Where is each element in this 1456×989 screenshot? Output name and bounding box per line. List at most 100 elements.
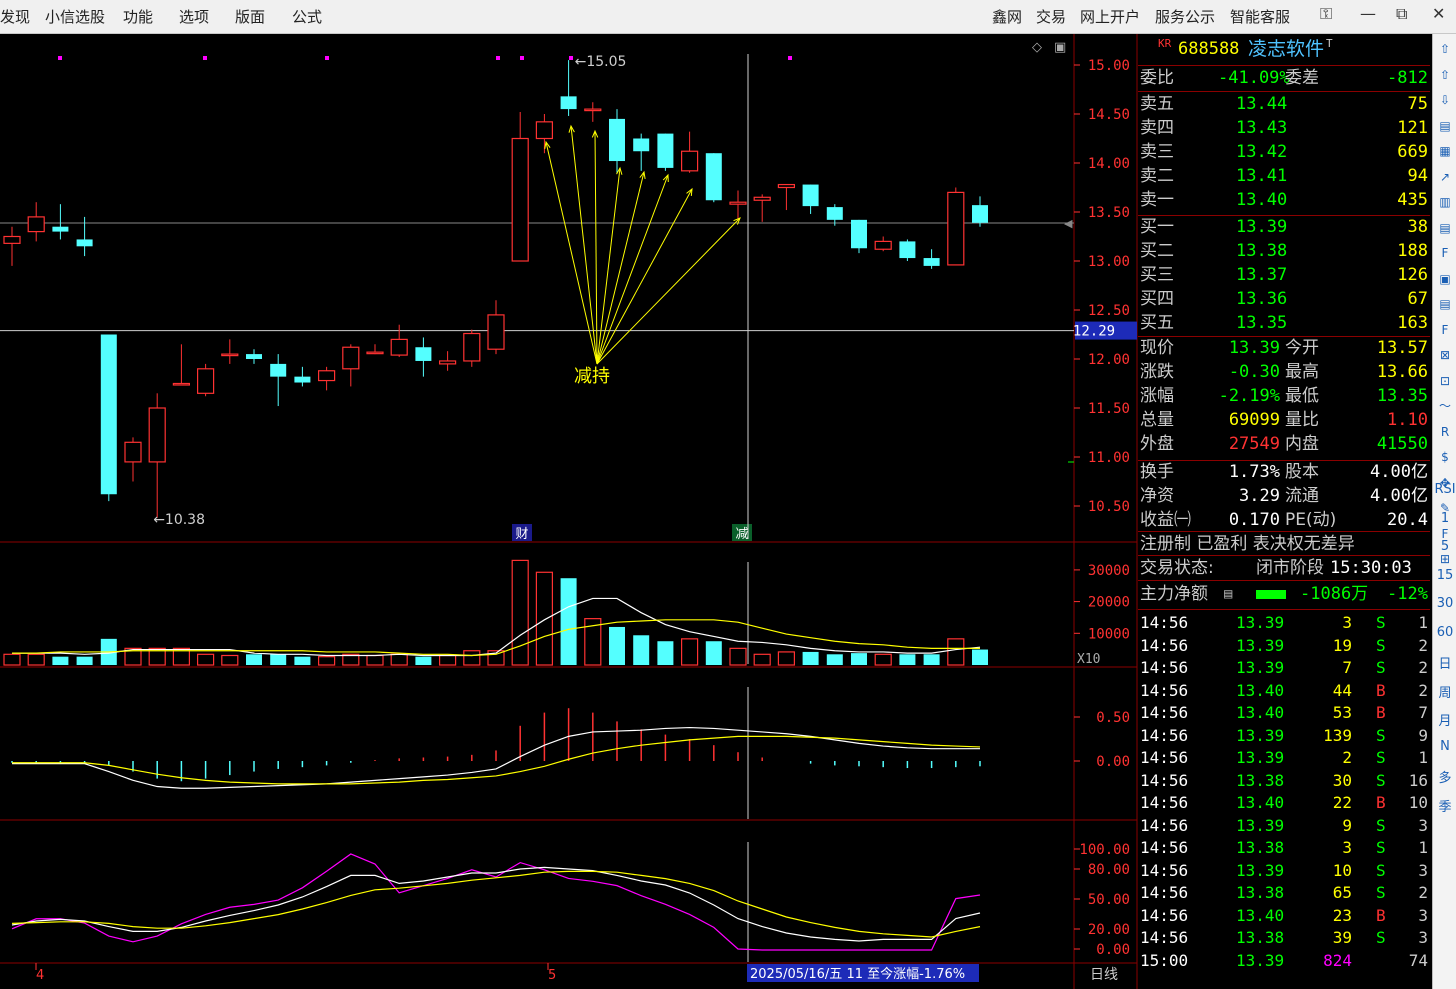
period-button-0[interactable]: RSI [1434, 482, 1456, 497]
menu-item-layout[interactable]: 版面 [235, 8, 266, 26]
annotation-arrowhead [733, 217, 741, 225]
period-button-11[interactable]: 季 [1438, 799, 1452, 815]
menu-item-options[interactable]: 选项 [179, 8, 210, 26]
flag-icon[interactable]: F [1441, 322, 1449, 337]
rsi-icon[interactable]: R [1440, 424, 1450, 439]
period-button-9[interactable]: N [1440, 738, 1450, 754]
wave-icon[interactable]: 〜 [1438, 399, 1451, 413]
up-icon[interactable]: ⇧ [1439, 67, 1451, 82]
bid-volume: 67 [1407, 289, 1428, 309]
ask-label: 卖一 [1140, 190, 1174, 210]
candle-body [680, 150, 699, 172]
tick-time: 14:56 [1140, 815, 1189, 835]
period-button-10[interactable]: 多 [1438, 771, 1452, 786]
tick-count: 1 [1418, 838, 1428, 857]
menu-item-open-account[interactable]: 网上开户 [1080, 8, 1141, 26]
tick-row: 14:56 13.40 23 B 3 [1138, 905, 1430, 927]
chip-icon[interactable]: ▤ [1439, 297, 1451, 311]
up-arrow-icon[interactable]: ⇧ [1439, 42, 1451, 56]
tick-price: 13.38 [1236, 928, 1285, 947]
chart-icon[interactable]: ⊡ [1439, 373, 1451, 388]
period-button-8[interactable]: 月 [1438, 714, 1452, 729]
list-icon[interactable]: ▤ [1439, 220, 1451, 235]
shirt-icon[interactable]: ⚿ [1320, 4, 1333, 23]
down-icon[interactable]: ⇩ [1439, 93, 1451, 107]
menu-item-service[interactable]: 服务公示 [1155, 8, 1216, 26]
f5-icon[interactable]: F [1441, 526, 1449, 541]
date-label: 4 [36, 968, 44, 983]
status-label: 交易状态: [1140, 558, 1214, 578]
trend-icon[interactable]: ↗ [1439, 169, 1451, 184]
stat-value: 4.00亿 [1370, 462, 1428, 482]
panel-separator [1138, 531, 1430, 532]
menu-item-discover[interactable]: 发现 [0, 8, 31, 26]
ask-row: 卖一 13.40 435 [1138, 189, 1430, 212]
price-tick-label: 13.00 [1088, 254, 1130, 270]
stat-value: 4.00亿 [1370, 486, 1428, 506]
menu-item-functions[interactable]: 功能 [123, 8, 154, 26]
pen-icon[interactable]: ✎ [1439, 501, 1451, 515]
report-icon[interactable]: ▤ [1439, 118, 1451, 133]
candle-body [874, 240, 892, 250]
bid-price: 13.37 [1236, 265, 1288, 285]
fund2-icon[interactable]: ⊠ [1439, 348, 1451, 362]
tick-row: 15:00 13.39 824 74 [1138, 950, 1430, 972]
marker-bg [732, 524, 752, 541]
minimize-icon[interactable]: — [1360, 4, 1376, 23]
annotation-arrow [594, 130, 598, 365]
period-button-5[interactable]: 60 [1436, 624, 1454, 640]
bar-icon[interactable]: ▥ [1439, 195, 1451, 209]
period-button-6[interactable]: 日 [1438, 657, 1452, 672]
period-button-3[interactable]: 15 [1436, 567, 1454, 583]
panel-separator [1138, 91, 1430, 92]
bid-row: 买二 13.38 188 [1138, 240, 1430, 263]
volume-bar [584, 618, 602, 666]
panel-separator [1138, 336, 1430, 337]
volume-bar [366, 654, 384, 666]
tick-time: 14:56 [1140, 680, 1189, 700]
stock-tags: 注册制 已盈利 表决权无差异 [1140, 534, 1355, 554]
panel-separator [1138, 555, 1430, 556]
price-tick-label: 12.00 [1088, 352, 1130, 368]
tick-row: 14:56 13.40 22 B 10 [1138, 792, 1430, 814]
tick-direction: B [1376, 793, 1386, 812]
tick-direction: B [1376, 703, 1386, 722]
stat-label: 量比 [1285, 410, 1319, 430]
mainflow-row: 主力净额 ▤ -1086万 -12% [1138, 583, 1430, 607]
candle-body [947, 191, 965, 266]
doc-icon[interactable]: ▣ [1439, 271, 1451, 286]
dollar-icon[interactable]: $ [1441, 450, 1449, 464]
menu-item-customer-service[interactable]: 智能客服 [1230, 8, 1291, 26]
tick-direction: S [1376, 883, 1386, 902]
panel-separator [1138, 580, 1430, 581]
move-icon[interactable]: ✥ [1439, 475, 1451, 490]
calc-icon[interactable]: ⊞ [1439, 552, 1451, 566]
grid-icon[interactable]: ▦ [1439, 144, 1451, 158]
volume-bar [560, 578, 577, 665]
volume-bar [318, 656, 336, 666]
period-button-1[interactable]: 1 [1440, 510, 1450, 526]
ask-label: 卖二 [1140, 166, 1174, 186]
tick-direction: S [1376, 613, 1386, 632]
tick-volume: 23 [1332, 905, 1352, 925]
period-button-7[interactable]: 周 [1438, 685, 1452, 701]
menu-item-formula[interactable]: 公式 [292, 8, 323, 26]
mainflow-bar [1256, 590, 1286, 599]
low-price-label: ←10.38 [153, 512, 205, 528]
menu-item-stock-picker[interactable]: 小信选股 [45, 8, 106, 26]
menu-item-xinwang[interactable]: 鑫网 [992, 8, 1023, 26]
menu-item-trade[interactable]: 交易 [1036, 8, 1067, 26]
stat-label: 涨跌 [1140, 362, 1174, 382]
fund-icon[interactable]: F [1441, 246, 1449, 260]
period-button-4[interactable]: 30 [1436, 596, 1454, 611]
kdj-j-line [11, 853, 981, 951]
volume-bar [197, 653, 215, 666]
close-icon[interactable]: ✕ [1432, 4, 1446, 23]
cursor-info-bg [747, 964, 979, 982]
restore-icon[interactable]: ⧉ [1396, 4, 1408, 23]
kdj-d-line [11, 870, 981, 938]
kline-chart[interactable]: 15.00 14.50 14.00 13.50 13.00 12.50 12.00 11.50… [0, 34, 1138, 989]
annotation-arrow [596, 171, 645, 365]
tick-time: 14:56 [1140, 860, 1189, 880]
period-button-2[interactable]: 5 [1440, 539, 1450, 554]
